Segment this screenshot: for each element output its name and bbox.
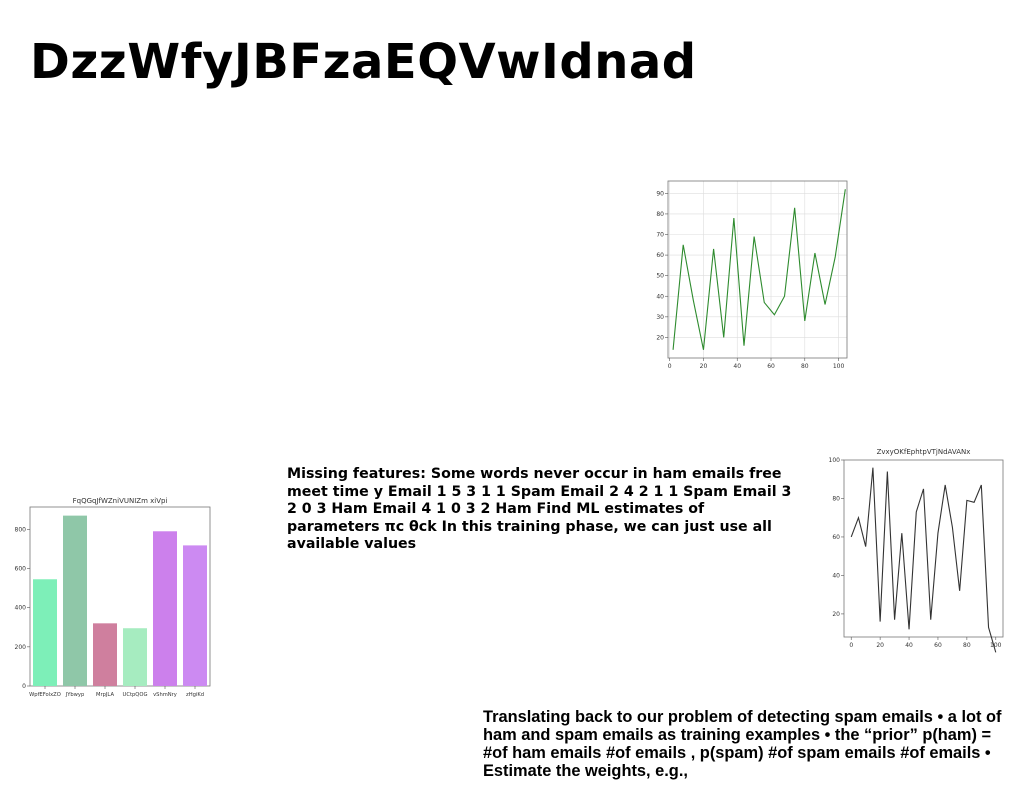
bar	[153, 531, 177, 686]
x-tick-label: 0	[849, 642, 853, 649]
bar	[63, 515, 87, 686]
x-tick-label: 100	[990, 642, 1002, 649]
bar	[123, 628, 147, 686]
x-tick-label: UCtpQOG	[123, 692, 148, 698]
y-tick-label: 60	[656, 252, 664, 259]
x-tick-label: WpfEFolxZO	[29, 692, 61, 698]
y-tick-label: 800	[15, 526, 27, 533]
bar	[183, 545, 207, 686]
x-tick-label: 80	[963, 642, 971, 649]
y-tick-label: 400	[15, 605, 27, 612]
bar-chart: FqQGqJfWZniVUNIZm xiVpi 0 200 400 600 800 WpfE…	[15, 497, 211, 698]
series-line	[672, 189, 846, 350]
chart-title: ZvxyOKfEphtpVTjNdAVANx	[877, 448, 971, 456]
y-tick-label: 80	[656, 211, 664, 218]
x-tick-label: 100	[833, 363, 845, 370]
x-tick-label: 0	[668, 363, 672, 370]
line-chart-gray: ZvxyOKfEphtpVTjNdAVANx 0 20 40 60 80 100 20 40 60…	[829, 448, 1004, 653]
x-tick-label: 40	[905, 642, 913, 649]
y-tick-label: 30	[656, 314, 664, 321]
y-tick-label: 200	[15, 644, 27, 651]
spam-detection-paragraph: Translating back to our problem of detec…	[483, 708, 1002, 780]
y-tick-label: 40	[832, 572, 840, 579]
x-tick-label: vShmNry	[153, 692, 177, 698]
y-tick-label: 100	[829, 457, 841, 464]
x-tick-label: 20	[876, 642, 884, 649]
x-tick-label: JYbwyp	[65, 692, 85, 698]
missing-features-paragraph: Missing features: Some words never occur…	[287, 466, 792, 552]
x-tick-label: 40	[733, 363, 741, 370]
x-tick-label: 20	[700, 363, 708, 370]
y-tick-label: 60	[832, 534, 840, 541]
y-tick-label: 70	[656, 232, 664, 239]
x-tick-label: 60	[767, 363, 775, 370]
y-tick-label: 90	[656, 190, 664, 197]
x-tick-label: MrpJLA	[96, 692, 114, 698]
x-tick-label: 60	[934, 642, 942, 649]
x-tick-label: zHgiKd	[186, 692, 204, 698]
y-tick-label: 20	[832, 611, 840, 618]
y-tick-label: 80	[832, 495, 840, 502]
bar	[33, 579, 57, 686]
y-tick-label: 40	[656, 293, 664, 300]
y-tick-label: 0	[22, 683, 26, 690]
plot-frame	[29, 506, 211, 687]
plot-frame	[667, 180, 848, 359]
x-tick-label: 80	[801, 363, 809, 370]
series-line	[850, 467, 997, 653]
y-tick-label: 600	[15, 565, 27, 572]
y-tick-label: 20	[656, 334, 664, 341]
slide-title: DzzWfyJBFzaEQVwIdnad	[30, 34, 697, 90]
chart-title: FqQGqJfWZniVUNIZm xiVpi	[73, 497, 168, 505]
bar	[93, 623, 117, 686]
line-chart-green: 0 20 40 60 80 100 20 30 40 50 60 70 80 90	[656, 180, 848, 370]
plot-frame	[843, 459, 1004, 638]
y-tick-label: 50	[656, 273, 664, 280]
